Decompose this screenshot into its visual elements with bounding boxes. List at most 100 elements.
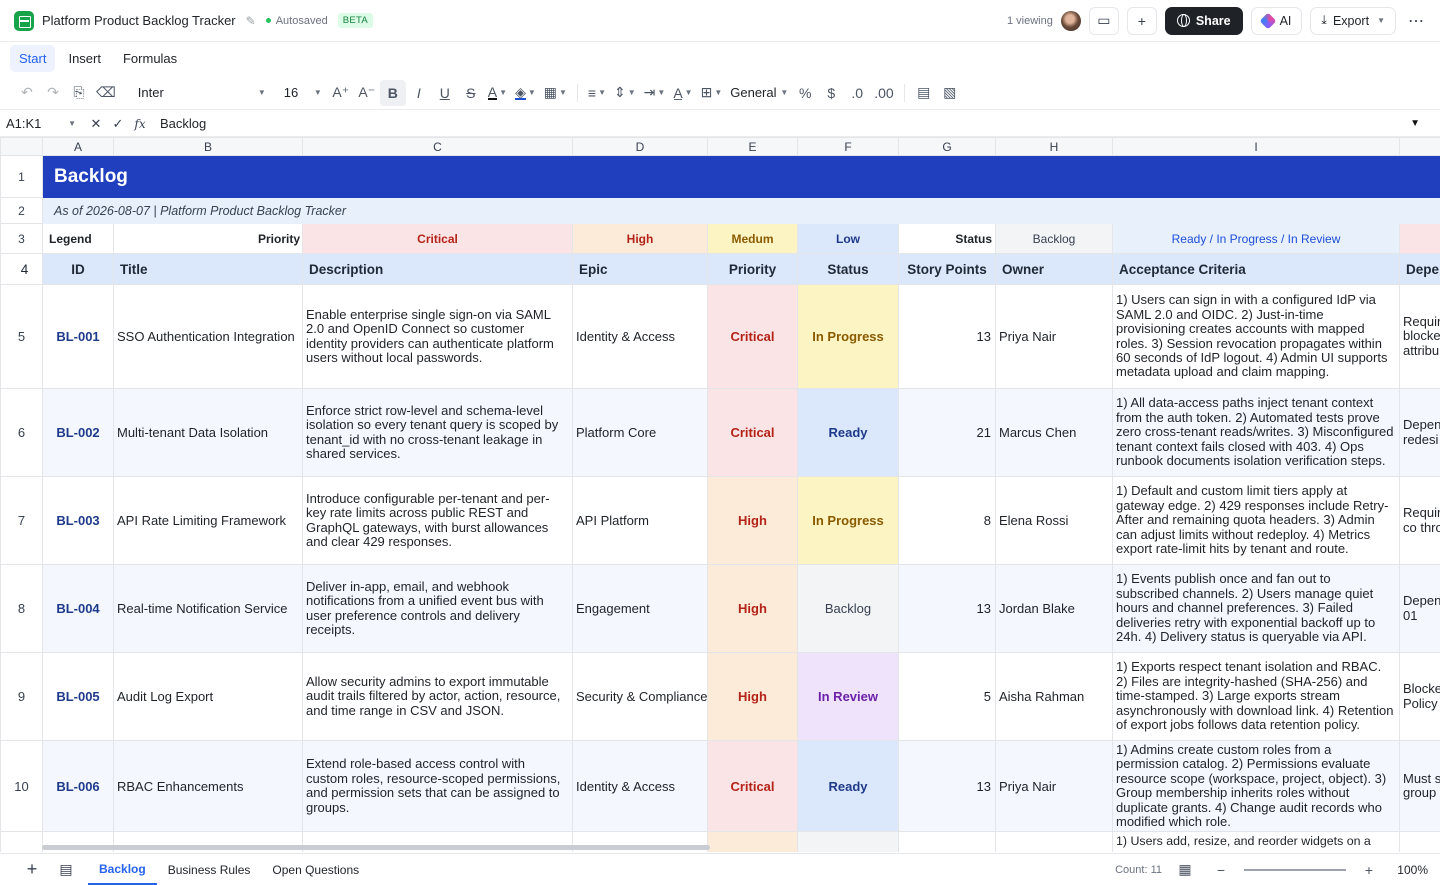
title-cell[interactable]: Real-time Notification Service <box>113 564 303 653</box>
column-header[interactable]: H <box>995 137 1113 156</box>
more-options-icon[interactable]: ⋯ <box>1408 12 1424 30</box>
id-cell[interactable]: BL-003 <box>42 476 114 565</box>
column-header[interactable]: A <box>42 137 114 156</box>
avatar[interactable] <box>1060 10 1081 31</box>
owner-cell[interactable]: Elena Rossi <box>995 476 1113 565</box>
header-status[interactable]: Status <box>797 253 899 285</box>
priority-cell[interactable]: Critical <box>707 739 798 833</box>
document-title[interactable]: Platform Product Backlog Tracker <box>42 13 236 28</box>
horizontal-scrollbar[interactable] <box>42 845 710 850</box>
export-button[interactable]: ⤓ Export ▼ <box>1310 6 1396 35</box>
story-points-cell[interactable]: 13 <box>898 284 996 389</box>
epic-cell[interactable]: Engagement <box>572 564 708 653</box>
spreadsheet-grid[interactable]: A B C D E F G H I 1 Backlog 2 As of 2026… <box>0 137 1440 852</box>
description-cell[interactable]: Allow security admins to export immutabl… <box>302 652 573 741</box>
acceptance-criteria-cell[interactable]: 1) All data-access paths inject tenant c… <box>1112 388 1400 477</box>
row-header[interactable]: 8 <box>0 564 43 653</box>
id-cell[interactable]: BL-001 <box>42 284 114 389</box>
row-header[interactable]: 2 <box>0 197 43 224</box>
owner-cell[interactable]: Priya Nair <box>995 739 1113 833</box>
sheet-list-icon[interactable]: ▤ <box>59 861 73 877</box>
header-dependencies[interactable]: Depe <box>1399 253 1440 285</box>
tab-business-rules[interactable]: Business Rules <box>167 862 251 877</box>
row-header[interactable]: 9 <box>0 652 43 741</box>
title-cell[interactable]: API Rate Limiting Framework <box>113 476 303 565</box>
legend-high-cell[interactable]: High <box>572 223 708 254</box>
title-cell[interactable]: Audit Log Export <box>113 652 303 741</box>
clear-format-icon[interactable]: ⌫ <box>96 84 116 100</box>
zoom-out-icon[interactable]: − <box>1216 861 1226 878</box>
zoom-level[interactable]: 100% <box>1397 862 1428 877</box>
header-story-points[interactable]: Story Points <box>898 253 996 285</box>
header-id[interactable]: ID <box>42 253 114 285</box>
description-cell[interactable]: Enable enterprise single sign-on via SAM… <box>302 284 573 389</box>
header-priority[interactable]: Priority <box>707 253 798 285</box>
tab-open-questions[interactable]: Open Questions <box>272 862 360 877</box>
owner-cell[interactable]: Marcus Chen <box>995 388 1113 477</box>
decrease-decimal-icon[interactable]: .0 <box>851 84 864 101</box>
title-cell[interactable]: SSO Authentication Integration <box>113 284 303 389</box>
legend-status-cell[interactable]: Status <box>898 223 996 254</box>
title-cell[interactable]: Multi-tenant Data Isolation <box>113 388 303 477</box>
formula-input[interactable]: Backlog <box>160 116 207 131</box>
row-header[interactable]: 6 <box>0 388 43 477</box>
story-points-cell[interactable]: 13 <box>898 564 996 653</box>
owner-cell[interactable]: Priya Nair <box>995 284 1113 389</box>
add-sheet-icon[interactable]: + <box>26 859 38 879</box>
owner-cell[interactable]: Jordan Blake <box>995 564 1113 653</box>
comments-button[interactable]: ▭ <box>1088 6 1119 35</box>
dependencies-cell[interactable]: Blocke Policy <box>1399 652 1440 741</box>
acceptance-criteria-cell[interactable]: 1) Default and custom limit tiers apply … <box>1112 476 1400 565</box>
column-header[interactable]: C <box>302 137 573 156</box>
story-points-cell[interactable]: 13 <box>898 739 996 833</box>
legend-critical-cell[interactable]: Critical <box>302 223 573 254</box>
column-header[interactable]: B <box>113 137 303 156</box>
paint-format-icon[interactable]: ⎘ <box>73 84 85 100</box>
priority-cell[interactable]: Critical <box>707 284 798 389</box>
description-cell[interactable]: Enforce strict row-level and schema-leve… <box>302 388 573 477</box>
cancel-icon[interactable]: ✕ <box>90 115 102 131</box>
status-cell[interactable]: Ready <box>797 388 899 477</box>
text-color-icon[interactable]: A ▼ <box>487 83 508 100</box>
row-header[interactable]: 1 <box>0 155 43 198</box>
decrease-font-icon[interactable]: A⁻ <box>358 84 376 100</box>
column-header[interactable]: I <box>1112 137 1400 156</box>
menu-insert[interactable]: Insert <box>68 51 101 66</box>
vertical-align-icon[interactable]: ⇕ ▼ <box>614 84 636 100</box>
expand-formula-icon[interactable]: ▼ <box>1410 118 1420 129</box>
italic-icon[interactable]: I <box>416 84 421 101</box>
story-points-cell[interactable]: 8 <box>898 476 996 565</box>
underline-icon[interactable]: U <box>439 84 450 101</box>
conditional-format-icon[interactable]: ▤ <box>917 84 931 100</box>
story-points-cell[interactable]: 21 <box>898 388 996 477</box>
dependencies-cell[interactable]: Requir blocke attribu <box>1399 284 1440 389</box>
ai-button[interactable]: AI <box>1250 6 1303 35</box>
borders-icon[interactable]: ▦ ▼ <box>543 84 567 100</box>
redo-icon[interactable]: ↷ <box>47 84 59 100</box>
header-epic[interactable]: Epic <box>572 253 708 285</box>
rename-pencil-icon[interactable]: ✎ <box>245 13 256 28</box>
row-header[interactable] <box>0 831 43 852</box>
status-cell[interactable]: Backlog <box>797 564 899 653</box>
status-cell[interactable]: In Progress <box>797 284 899 389</box>
legend-priority-cell[interactable]: Priority <box>113 223 303 254</box>
strikethrough-icon[interactable]: S <box>466 84 476 101</box>
description-cell[interactable]: Introduce configurable per-tenant and pe… <box>302 476 573 565</box>
epic-cell[interactable]: Security & Compliance <box>572 652 708 741</box>
horizontal-align-icon[interactable]: ≡ ▼ <box>587 84 607 101</box>
acceptance-criteria-cell[interactable]: 1) Events publish once and fan out to su… <box>1112 564 1400 653</box>
header-title[interactable]: Title <box>113 253 303 285</box>
column-header[interactable]: E <box>707 137 798 156</box>
priority-cell[interactable]: High <box>707 564 798 653</box>
priority-cell[interactable]: High <box>707 476 798 565</box>
tab-backlog[interactable]: Backlog <box>88 855 157 885</box>
bold-icon[interactable]: B <box>379 79 406 106</box>
criteria-cell[interactable]: 1) Users add, resize, and reorder widget… <box>1112 831 1400 852</box>
story-points-cell[interactable]: 5 <box>898 652 996 741</box>
cell[interactable] <box>797 831 899 852</box>
menu-start[interactable]: Start <box>10 45 56 72</box>
priority-cell[interactable]: Critical <box>707 388 798 477</box>
id-cell[interactable]: BL-002 <box>42 388 114 477</box>
acceptance-criteria-cell[interactable]: 1) Admins create custom roles from a per… <box>1112 739 1400 833</box>
name-box[interactable]: A1:K1 ▼ <box>0 116 82 131</box>
